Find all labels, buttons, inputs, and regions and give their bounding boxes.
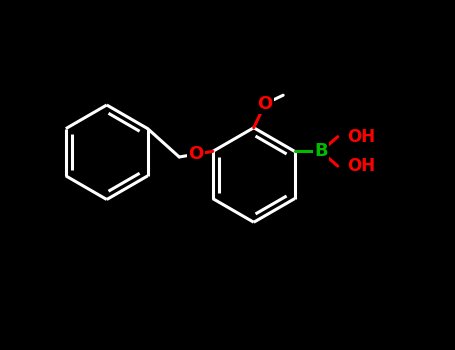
Text: O: O [188, 145, 204, 163]
Text: B: B [314, 142, 328, 160]
Text: OH: OH [348, 128, 376, 146]
Text: O: O [258, 95, 273, 113]
Text: OH: OH [348, 157, 376, 175]
